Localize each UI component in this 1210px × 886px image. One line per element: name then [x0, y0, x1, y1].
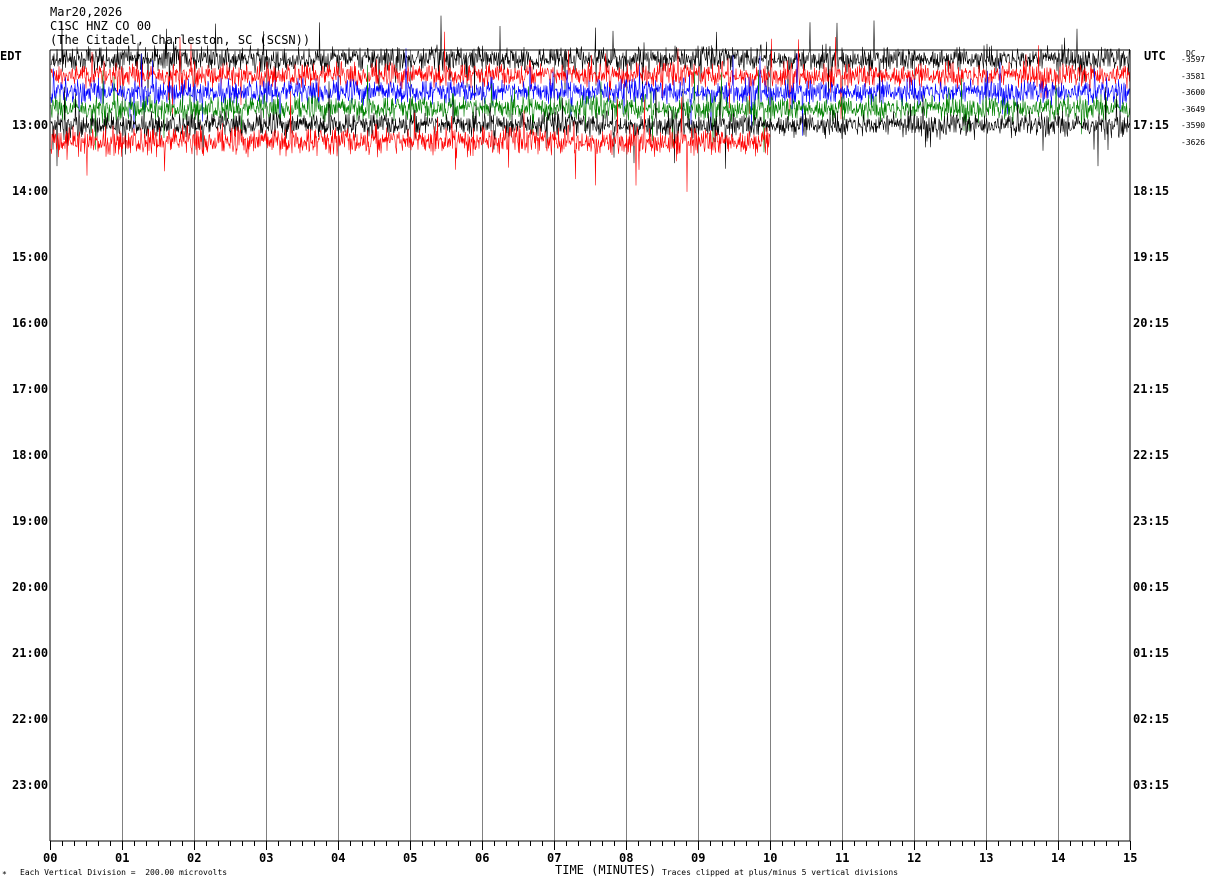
x-tick-label: 12 — [907, 851, 922, 865]
seismic-trace-row — [50, 64, 1131, 153]
left-hour-label: 13:00 — [12, 118, 49, 132]
seismic-trace-row — [50, 81, 1131, 169]
dc-offset-value: -3581 — [1181, 71, 1206, 81]
dc-offset-value: -3597 — [1181, 55, 1206, 64]
x-tick-label: 13 — [979, 851, 994, 865]
left-hour-label: 15:00 — [12, 250, 49, 264]
x-tick-label: 06 — [475, 851, 490, 865]
left-hour-label: 19:00 — [12, 514, 49, 528]
x-tick-label: 09 — [691, 851, 706, 865]
right-hour-label: 02:15 — [1133, 712, 1170, 726]
x-tick-label: 11 — [835, 851, 850, 865]
right-hour-label: 03:15 — [1133, 778, 1170, 792]
dc-offset-value: -3600 — [1181, 88, 1206, 97]
left-hour-label: 16:00 — [12, 316, 49, 330]
corner-mark: * — [2, 870, 7, 879]
header-station: (The Citadel, Charleston, SC (SCSN)) — [50, 33, 311, 47]
x-tick-label: 03 — [259, 851, 274, 865]
right-hour-label: 23:15 — [1133, 514, 1170, 528]
x-tick-label: 14 — [1051, 851, 1066, 865]
seismic-trace-row — [50, 15, 1131, 104]
left-hour-label: 17:00 — [12, 382, 49, 396]
right-hour-label: 19:15 — [1133, 250, 1170, 264]
minute-gridlines — [122, 50, 1059, 841]
seismic-traces — [50, 15, 1131, 192]
x-tick-label: 10 — [763, 851, 778, 865]
left-timezone-label: EDT — [0, 49, 22, 63]
left-hour-label: 23:00 — [12, 778, 49, 792]
left-hour-label: 20:00 — [12, 580, 49, 594]
x-tick-label: 00 — [43, 851, 58, 865]
seismic-trace-row — [50, 90, 771, 192]
x-tick-label: 08 — [619, 851, 634, 865]
time-axis — [49, 49, 1131, 850]
right-hour-label: 18:15 — [1133, 184, 1170, 198]
header-date: Mar20,2026 — [50, 5, 123, 19]
left-hour-label: 21:00 — [12, 646, 49, 660]
dc-label: DC — [1186, 49, 1196, 58]
right-hour-label: 21:15 — [1133, 382, 1170, 396]
left-hour-label: 22:00 — [12, 712, 49, 726]
x-tick-label: 02 — [187, 851, 202, 865]
right-hour-label: 22:15 — [1133, 448, 1170, 462]
x-tick-label: 05 — [403, 851, 418, 865]
x-tick-label: 15 — [1123, 851, 1138, 865]
dc-offset-value: -3590 — [1181, 121, 1206, 130]
x-tick-label: 07 — [547, 851, 562, 865]
scale-note: Each Vertical Division = 200.00 microvol… — [20, 868, 228, 877]
seismic-trace-row — [50, 31, 1131, 120]
left-hour-label: 14:00 — [12, 184, 49, 198]
right-hour-label: 20:15 — [1133, 316, 1170, 330]
x-tick-label: 04 — [331, 851, 346, 865]
right-hour-label: 01:15 — [1133, 646, 1170, 660]
x-tick-label: 01 — [115, 851, 130, 865]
header-channel: C1SC HNZ CO 00 — [50, 19, 152, 33]
dc-offset-value: -3649 — [1181, 104, 1206, 114]
right-hour-label: 17:15 — [1133, 118, 1170, 132]
right-hour-label: 00:15 — [1133, 580, 1170, 594]
x-axis-label: TIME (MINUTES) — [555, 863, 657, 877]
dc-offset-value: -3626 — [1181, 137, 1206, 147]
left-hour-label: 18:00 — [12, 448, 49, 462]
clip-note: Traces clipped at plus/minus 5 vertical … — [662, 868, 899, 877]
right-timezone-label: UTC — [1144, 49, 1166, 63]
